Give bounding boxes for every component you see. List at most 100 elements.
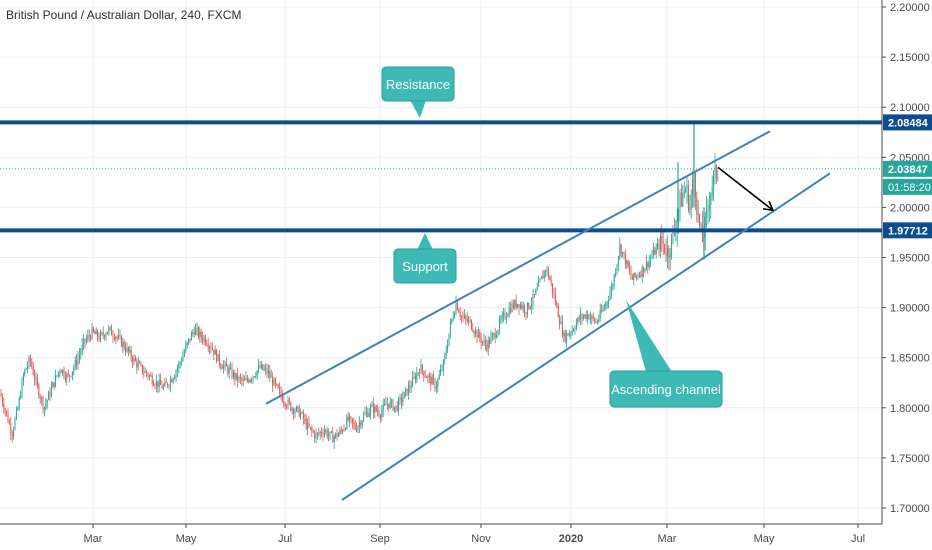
candle-body (428, 375, 430, 377)
current-price-tag (883, 160, 932, 177)
candle-body (300, 413, 302, 417)
candle-body (94, 331, 96, 335)
time-tick-label: May (176, 533, 197, 545)
candle-body (176, 367, 178, 372)
channel-lower-line[interactable] (341, 172, 831, 501)
candle-body (108, 327, 110, 332)
candle-body (626, 260, 628, 265)
candle-body (71, 371, 73, 377)
candle-body (242, 379, 244, 381)
candle-body (25, 368, 27, 370)
candle-body (22, 375, 24, 381)
candle-body (567, 333, 569, 336)
candle-body (204, 337, 206, 344)
candle-body (361, 421, 363, 426)
callout-support[interactable]: Support (393, 233, 457, 284)
callouts[interactable]: Resistance Support Ascending channel (381, 66, 723, 408)
candle-body (448, 333, 450, 346)
candle-body (181, 361, 183, 363)
time-axis[interactable]: Mar May Jul Sep Nov 2020 Mar May Jul (0, 523, 932, 550)
candle-body (155, 381, 157, 386)
candle-body (73, 367, 75, 372)
candle-body (444, 355, 446, 361)
candle-body (400, 397, 402, 403)
candle-body (309, 427, 311, 429)
candle-body (377, 410, 379, 413)
candle-body (211, 348, 213, 350)
candle-body (431, 377, 433, 385)
channel-upper-line[interactable] (265, 130, 771, 405)
candle-body (90, 336, 92, 339)
candle-body (596, 321, 598, 323)
candle-body (501, 315, 503, 320)
candle-body (172, 379, 174, 383)
candle-body (302, 412, 304, 420)
candle-body (333, 436, 335, 443)
candle-body (315, 433, 317, 439)
candle-body (190, 333, 192, 341)
candle-body (70, 376, 72, 378)
candle-body (528, 302, 530, 309)
projection-arrow-line[interactable] (717, 166, 774, 212)
price-tick-label: 1.95000 (890, 253, 930, 265)
callout-resistance[interactable]: Resistance (381, 66, 455, 118)
candle-body (609, 293, 611, 300)
candle-body (522, 305, 524, 309)
candle-body (650, 258, 652, 261)
candle-body (398, 399, 400, 411)
candle-body (314, 432, 316, 439)
candle-body (55, 375, 57, 387)
candle-body (490, 336, 492, 344)
candle-body (203, 337, 205, 341)
candle-body (213, 349, 215, 355)
candle-body (393, 406, 395, 411)
candle-body (174, 376, 176, 380)
horizontal-levels[interactable] (0, 120, 882, 233)
candle-body (141, 364, 143, 373)
candle-body (623, 251, 625, 254)
candle-body (594, 318, 596, 323)
candle-body (615, 272, 617, 275)
candle-body (451, 319, 453, 323)
candle-body (28, 357, 30, 366)
projection-arrow-head (763, 200, 775, 212)
price-tick-label: 1.85000 (890, 353, 930, 365)
candle-body (340, 430, 342, 432)
candle-body (116, 337, 118, 339)
candle-body (171, 379, 173, 383)
candle-body (38, 384, 40, 397)
candle-body (491, 334, 493, 337)
candle-body (238, 377, 240, 381)
candle-body (290, 402, 292, 411)
candle-body (269, 370, 271, 378)
time-tick-label: Sep (370, 533, 390, 545)
candle-body (493, 333, 495, 335)
candle-body (293, 408, 295, 414)
candle-body (476, 330, 478, 338)
candle-body (472, 329, 474, 332)
candle-body (188, 338, 190, 343)
candle-body (246, 378, 248, 381)
candle-body (368, 413, 370, 417)
candle-body (473, 331, 475, 334)
candle-body (122, 341, 124, 347)
trend-lines[interactable] (265, 130, 831, 501)
candle-body (514, 300, 516, 308)
candle-body (634, 273, 636, 277)
candle-body (371, 404, 373, 407)
candle-body (199, 331, 201, 337)
time-tick-label: Mar (658, 533, 677, 545)
candle-body (36, 378, 38, 385)
candle-body (664, 243, 666, 252)
candle-body (80, 351, 82, 355)
candle-body (602, 308, 604, 312)
candle-body (631, 276, 633, 280)
candle-body (273, 379, 275, 386)
candle-body (119, 335, 121, 337)
candle-body (410, 386, 412, 388)
candle-body (3, 403, 5, 410)
callout-channel[interactable]: Ascending channel (609, 300, 723, 408)
candle-body (437, 379, 439, 387)
price-axis[interactable]: 1.70000 1.75000 1.80000 1.85000 1.90000 1.950… (881, 0, 932, 550)
